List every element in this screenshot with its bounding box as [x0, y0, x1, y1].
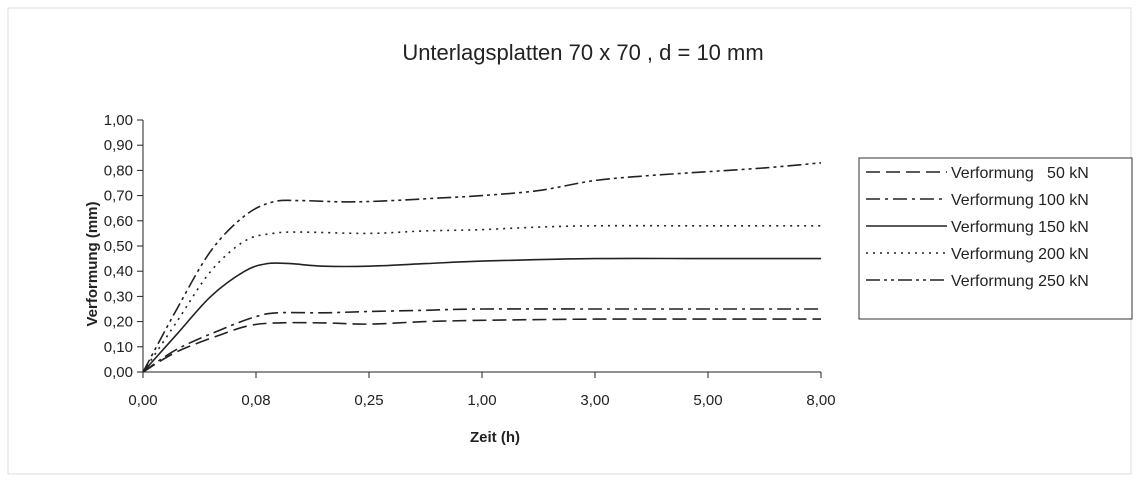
y-tick-label: 0,70 — [104, 188, 133, 205]
x-tick-label: 1,00 — [467, 392, 496, 409]
y-tick-label: 0,30 — [104, 288, 133, 305]
series-line-verformung-250-kn — [142, 162, 822, 373]
series-line-verformung-100-kn — [142, 308, 821, 373]
x-tick-label: 3,00 — [580, 392, 609, 409]
plot-area: 0,00 0,10 0,20 0,30 0,40 0,50 0,60 0,70 0,80 0,90… — [104, 112, 836, 409]
series-line-verformung-200-kn — [142, 224, 821, 373]
y-tick-label: 1,00 — [104, 112, 133, 129]
y-axis-label: Verformung (mm) — [84, 201, 101, 326]
legend-label-verformung-250-kn: Verformung 250 kN — [951, 273, 1089, 290]
x-tick-label: 8,00 — [806, 392, 835, 409]
y-tick-label: 0,20 — [104, 314, 133, 331]
legend-label-verformung-150-kn: Verformung 150 kN — [951, 219, 1089, 236]
x-axis-label: Zeit (h) — [470, 429, 520, 446]
legend-items: Verformung 50 kN Verformung 100 kN Verform… — [866, 165, 1089, 290]
legend-label-verformung-50-kn: Verformung 50 kN — [951, 165, 1089, 182]
y-axis-ticks: 0,00 0,10 0,20 0,30 0,40 0,50 0,60 0,70 0,80 0,90… — [104, 112, 143, 381]
series-lines — [142, 162, 822, 373]
legend: Verformung 50 kN Verformung 100 kN Verform… — [858, 157, 1133, 320]
y-tick-label: 0,60 — [104, 213, 133, 230]
legend-box — [858, 157, 1133, 320]
series-line-verformung-150-kn — [142, 257, 821, 373]
x-tick-label: 0,25 — [354, 392, 383, 409]
x-tick-label: 0,08 — [241, 392, 270, 409]
legend-label-verformung-200-kn: Verformung 200 kN — [951, 246, 1089, 263]
x-tick-label: 5,00 — [693, 392, 722, 409]
x-axis-ticks: 0,00 0,08 0,25 1,00 3,00 5,00 8,00 — [128, 372, 836, 409]
y-tick-label: 0,80 — [104, 162, 133, 179]
y-tick-label: 0,10 — [104, 339, 133, 356]
x-tick-label: 0,00 — [128, 392, 157, 409]
y-tick-label: 0,40 — [104, 263, 133, 280]
chart-title: Unterlagsplatten 70 x 70 , d = 10 mm — [402, 40, 763, 65]
y-tick-label: 0,90 — [104, 137, 133, 154]
y-tick-label: 0,50 — [104, 238, 133, 255]
legend-label-verformung-100-kn: Verformung 100 kN — [951, 192, 1089, 209]
y-tick-label: 0,00 — [104, 364, 133, 381]
series-line-verformung-50-kn — [142, 318, 821, 373]
